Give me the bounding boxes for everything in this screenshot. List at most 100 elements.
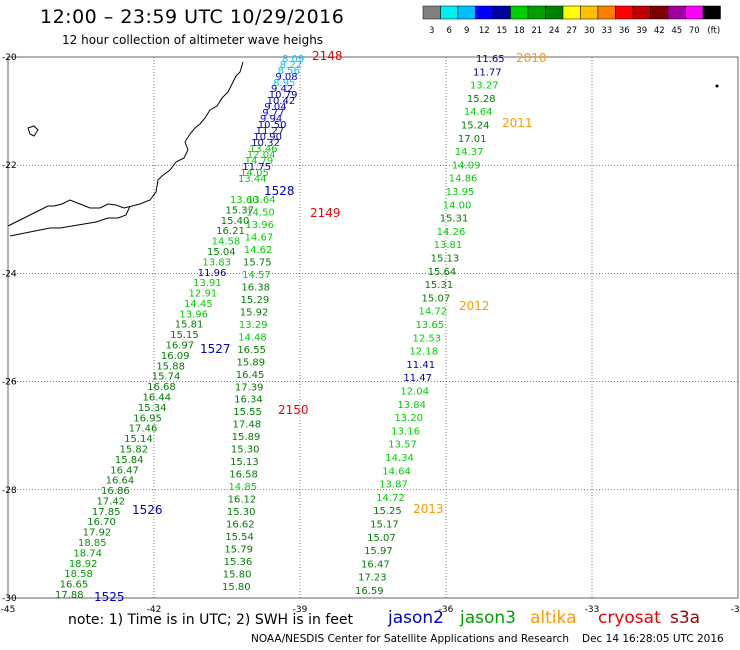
wave-value: 10.79 <box>269 90 298 101</box>
legend-s3a: s3a <box>670 608 701 628</box>
wave-value: 13.65 <box>416 320 445 331</box>
wave-value: 15.07 <box>367 533 396 544</box>
colorbar-swatch <box>475 5 494 20</box>
lat-label: -20 <box>2 53 17 63</box>
wave-value: 13.83 <box>202 257 231 268</box>
wave-value: 17.42 <box>96 496 125 507</box>
legend-altika: altika <box>530 608 577 628</box>
wave-value: 15.92 <box>240 307 269 318</box>
lat-label: -22 <box>2 161 17 171</box>
wave-value: 14.67 <box>245 232 274 243</box>
wave-value: 16.21 <box>216 226 245 237</box>
track-id-label: 1528 <box>264 184 295 198</box>
colorbar-swatch <box>562 5 581 20</box>
track-id-label: 1525 <box>94 590 125 604</box>
lon-label: -36 <box>439 605 454 615</box>
lon-label: -45 <box>1 605 16 615</box>
wave-value: 18.74 <box>73 548 102 559</box>
wave-value: 13.96 <box>179 309 208 320</box>
wave-value: 8.56 <box>278 66 300 77</box>
island-outline <box>27 125 39 137</box>
colorbar-swatch <box>545 5 564 20</box>
wave-value: 15.15 <box>170 330 199 341</box>
colorbar-label: 24 <box>549 26 560 36</box>
wave-value: 16.12 <box>228 495 257 506</box>
wave-value: 15.31 <box>440 214 469 225</box>
wave-value: 11.65 <box>476 54 505 65</box>
wave-value: 14.58 <box>212 237 241 248</box>
wave-value: 14.37 <box>455 147 484 158</box>
colorbar-label: 9 <box>464 26 469 36</box>
legend-jason3: jason3 <box>460 608 516 628</box>
wave-value: 15.88 <box>156 361 185 372</box>
colorbar-swatch <box>492 5 511 20</box>
map-frame <box>7 56 739 599</box>
wave-value: 13.16 <box>391 426 420 437</box>
wave-value: 18.85 <box>78 538 107 549</box>
wave-value: 15.80 <box>223 570 252 581</box>
track-id-label: 2148 <box>312 49 343 63</box>
wave-value: 14.86 <box>449 174 478 185</box>
wave-value: 14.72 <box>376 493 405 504</box>
colorbar-label: 6 <box>447 26 452 36</box>
wave-value: 14.00 <box>443 200 472 211</box>
wave-value: 15.29 <box>241 295 270 306</box>
lon-label: -30 <box>731 605 740 615</box>
wave-value: 13.95 <box>446 187 475 198</box>
wave-value: 15.14 <box>124 434 153 445</box>
wave-value: 13.60 <box>230 195 259 206</box>
colorbar-swatch <box>702 5 721 20</box>
wave-value: 14.48 <box>238 332 267 343</box>
wave-value: 14.57 <box>242 270 271 281</box>
track-id-label: 2010 <box>516 51 547 65</box>
wave-value: 16.44 <box>143 393 172 404</box>
colorbar-label: 30 <box>584 26 595 36</box>
wave-value: 15.13 <box>230 457 259 468</box>
legend-cryosat: cryosat <box>598 608 661 628</box>
wave-value: 16.47 <box>361 559 390 570</box>
wave-value: 14.64 <box>464 107 493 118</box>
colorbar-label: 33 <box>601 26 612 36</box>
wave-value: 15.64 <box>428 267 457 278</box>
wave-value: 15.04 <box>207 247 236 258</box>
wave-value: 13.87 <box>379 480 408 491</box>
wave-value: 10.42 <box>267 96 296 107</box>
wave-value: 8.95 <box>273 78 295 89</box>
wave-value: 14.85 <box>228 482 257 493</box>
wave-value: 16.64 <box>106 476 135 487</box>
colorbar-swatch <box>615 5 634 20</box>
wave-value: 15.74 <box>152 372 181 383</box>
map-title: 12:00 – 23:59 UTC 10/29/2016 <box>40 6 345 28</box>
wave-value: 13.84 <box>397 400 426 411</box>
wave-value: 13.44 <box>238 174 267 185</box>
wave-value: 13.29 <box>239 320 268 331</box>
wave-value: 14.62 <box>244 245 273 256</box>
lon-label: -42 <box>147 605 162 615</box>
island-dot <box>715 84 719 88</box>
colorbar-swatch <box>685 5 704 20</box>
wave-value: 11.27 <box>256 126 285 137</box>
wave-value: 16.47 <box>110 465 139 476</box>
wave-value: 13.20 <box>394 413 423 424</box>
map-subtitle: 12 hour collection of altimeter wave hei… <box>62 33 324 47</box>
wave-value: 11.41 <box>406 360 435 371</box>
wave-value: 15.07 <box>422 293 451 304</box>
wave-value: 12.53 <box>412 333 441 344</box>
wave-value: 15.40 <box>221 216 250 227</box>
wave-value: 15.89 <box>237 357 266 368</box>
wave-value: 16.86 <box>101 486 130 497</box>
colorbar-swatch <box>597 5 616 20</box>
wave-value: 15.34 <box>138 403 167 414</box>
lat-label: -28 <box>2 486 17 496</box>
lat-lon-grid: -45 -42 -39 -36 -33 -30 -20 -22 -24 -26 -28 -30 <box>1 53 740 615</box>
wave-value: 16.65 <box>60 580 89 591</box>
lat-label: -26 <box>2 378 17 388</box>
wave-value: 15.30 <box>227 507 256 518</box>
colorbar-swatch <box>457 5 476 20</box>
wave-value: 15.75 <box>243 257 272 268</box>
wave-value: 16.38 <box>241 282 270 293</box>
legend-note: note: 1) Time is in UTC; 2) SWH is in fe… <box>68 612 354 628</box>
colorbar-label: 18 <box>514 26 525 36</box>
lon-label: -33 <box>585 605 600 615</box>
